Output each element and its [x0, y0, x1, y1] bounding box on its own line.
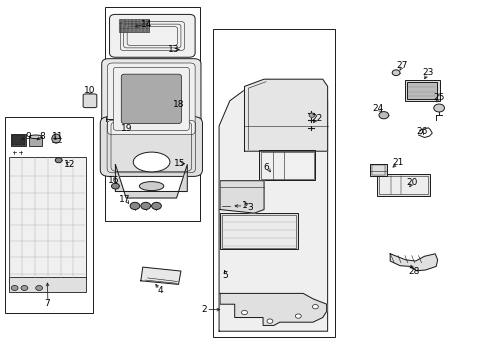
- Bar: [376, 174, 429, 196]
- Text: 20: 20: [405, 178, 417, 187]
- Bar: [371, 165, 385, 175]
- Bar: [11, 134, 26, 146]
- Text: 13: 13: [168, 45, 180, 54]
- Circle shape: [378, 112, 388, 119]
- Text: 5: 5: [222, 271, 228, 280]
- FancyBboxPatch shape: [100, 117, 202, 176]
- Text: 26: 26: [416, 127, 427, 136]
- Circle shape: [21, 285, 28, 291]
- Circle shape: [433, 104, 444, 112]
- Bar: [378, 176, 427, 194]
- FancyBboxPatch shape: [83, 94, 97, 108]
- Text: 25: 25: [432, 93, 444, 102]
- Circle shape: [295, 314, 301, 318]
- Text: 14: 14: [140, 19, 152, 29]
- Circle shape: [111, 183, 119, 189]
- Circle shape: [130, 202, 140, 210]
- Bar: [261, 152, 313, 179]
- Text: 18: 18: [173, 100, 184, 109]
- Circle shape: [36, 285, 42, 291]
- Text: 9: 9: [25, 132, 31, 140]
- Text: 8: 8: [39, 132, 45, 140]
- Circle shape: [241, 310, 247, 315]
- Circle shape: [55, 158, 62, 163]
- Bar: [9, 157, 85, 279]
- Text: 1: 1: [241, 202, 247, 210]
- Text: 2: 2: [201, 305, 207, 314]
- Text: 10: 10: [83, 86, 95, 95]
- Text: 12: 12: [64, 160, 76, 169]
- Text: 28: 28: [407, 267, 419, 276]
- Ellipse shape: [133, 152, 170, 172]
- Text: 16: 16: [108, 176, 120, 185]
- FancyBboxPatch shape: [107, 63, 195, 135]
- Bar: [119, 19, 148, 32]
- Text: 27: 27: [395, 61, 407, 70]
- Bar: [212, 29, 334, 337]
- Circle shape: [312, 305, 318, 309]
- Bar: [9, 277, 85, 292]
- Bar: [259, 150, 315, 180]
- FancyBboxPatch shape: [109, 14, 195, 57]
- Polygon shape: [115, 165, 187, 198]
- Text: 22: 22: [310, 113, 322, 122]
- Text: 15: 15: [173, 159, 185, 168]
- Text: 7: 7: [44, 299, 50, 307]
- Circle shape: [11, 285, 18, 291]
- Circle shape: [266, 319, 272, 323]
- Text: 17: 17: [119, 195, 131, 204]
- Ellipse shape: [52, 134, 61, 143]
- Circle shape: [141, 202, 150, 210]
- Bar: [407, 82, 436, 99]
- Ellipse shape: [29, 135, 42, 139]
- Bar: [369, 164, 386, 176]
- Text: 23: 23: [421, 68, 433, 77]
- Text: 24: 24: [371, 104, 383, 113]
- Polygon shape: [141, 267, 181, 284]
- Polygon shape: [219, 79, 327, 331]
- Text: 19: 19: [121, 123, 133, 132]
- Bar: [105, 86, 200, 221]
- Bar: [404, 80, 439, 101]
- Bar: [5, 117, 93, 313]
- Text: 3: 3: [247, 202, 253, 211]
- Circle shape: [151, 202, 161, 210]
- Bar: [105, 7, 200, 70]
- Bar: [29, 137, 42, 146]
- Polygon shape: [220, 181, 264, 213]
- Bar: [12, 135, 25, 145]
- FancyBboxPatch shape: [113, 67, 189, 130]
- FancyBboxPatch shape: [102, 59, 201, 139]
- Bar: [105, 61, 200, 139]
- Polygon shape: [389, 254, 437, 271]
- FancyBboxPatch shape: [121, 74, 181, 123]
- Polygon shape: [220, 293, 326, 325]
- Bar: [222, 215, 296, 248]
- Text: 21: 21: [391, 158, 403, 167]
- Text: 6: 6: [263, 163, 269, 172]
- Polygon shape: [244, 79, 327, 151]
- Circle shape: [308, 113, 314, 117]
- Circle shape: [391, 70, 399, 76]
- Bar: [220, 213, 298, 249]
- Text: 4: 4: [157, 287, 163, 295]
- Text: 11: 11: [52, 132, 63, 140]
- Ellipse shape: [139, 181, 163, 190]
